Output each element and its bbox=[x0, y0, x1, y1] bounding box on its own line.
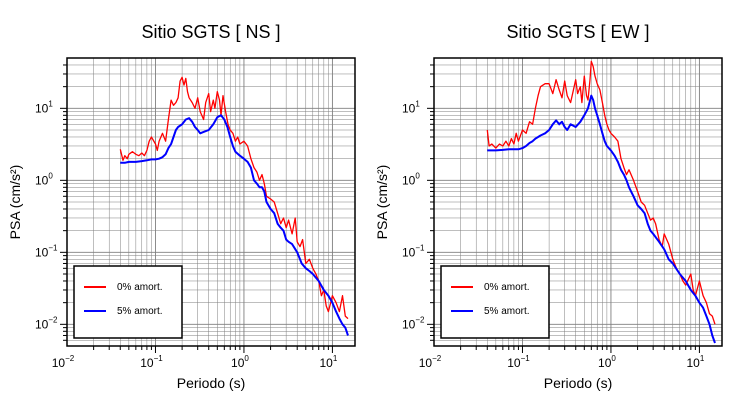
y-tick-exponent: −2 bbox=[48, 315, 58, 324]
legend-label: 5% amort. bbox=[117, 306, 163, 317]
legend-label: 0% amort. bbox=[484, 282, 530, 293]
x-tick-label: 100 bbox=[231, 354, 249, 370]
y-axis-label: PSA (cm/s²) bbox=[374, 165, 390, 240]
chart-panel-ew: Sitio SGTS [ EW ] 10−2 10−1 100 10110−210−1… bbox=[374, 22, 723, 391]
x-tick-label: 101 bbox=[320, 354, 338, 370]
y-tick-exponent: −1 bbox=[415, 243, 425, 252]
x-tick-exponent: −2 bbox=[432, 354, 442, 363]
y-tick-label: 10−2 bbox=[402, 315, 425, 331]
x-tick-label: 101 bbox=[687, 354, 705, 370]
y-tick-exponent: 1 bbox=[415, 99, 420, 108]
x-axis-label: Periodo (s) bbox=[544, 375, 612, 391]
x-tick-exponent: 0 bbox=[611, 354, 616, 363]
x-tick-label: 10−1 bbox=[140, 354, 163, 370]
y-tick-exponent: 0 bbox=[415, 171, 420, 180]
y-tick-label: 100 bbox=[402, 171, 420, 187]
x-axis-label: Periodo (s) bbox=[177, 375, 245, 391]
x-tick-exponent: −1 bbox=[154, 354, 164, 363]
y-tick-label: 101 bbox=[402, 99, 420, 115]
series-line bbox=[120, 114, 349, 336]
legend: 0% amort. 5% amort. bbox=[440, 265, 550, 339]
y-tick-exponent: −2 bbox=[415, 315, 425, 324]
y-tick-exponent: 0 bbox=[48, 171, 53, 180]
x-tick-exponent: −1 bbox=[521, 354, 531, 363]
legend-box bbox=[73, 265, 183, 339]
series-line bbox=[486, 60, 716, 325]
x-tick-exponent: −2 bbox=[65, 354, 75, 363]
plot-frame bbox=[433, 57, 723, 347]
series-group bbox=[119, 76, 349, 336]
y-tick-label: 10−1 bbox=[35, 243, 58, 259]
y-tick-exponent: 1 bbox=[48, 99, 53, 108]
x-tick-exponent: 0 bbox=[244, 354, 249, 363]
y-tick-label: 10−1 bbox=[402, 243, 425, 259]
x-tick-exponent: 1 bbox=[700, 354, 705, 363]
legend: 0% amort. 5% amort. bbox=[73, 265, 183, 339]
x-tick-exponent: 1 bbox=[333, 354, 338, 363]
x-tick-label: 10−2 bbox=[52, 354, 75, 370]
chart-title: Sitio SGTS [ NS ] bbox=[141, 22, 280, 42]
y-tick-label: 100 bbox=[35, 171, 53, 187]
series-line bbox=[487, 94, 716, 344]
legend-label: 5% amort. bbox=[484, 306, 530, 317]
y-tick-exponent: −1 bbox=[48, 243, 58, 252]
legend-label: 0% amort. bbox=[117, 282, 163, 293]
x-tick-label: 10−2 bbox=[419, 354, 442, 370]
x-tick-label: 100 bbox=[598, 354, 616, 370]
series-group bbox=[486, 60, 716, 344]
chart-panel-ns: Sitio SGTS [ NS ] 10−2 10−1 100 10110−210−1… bbox=[7, 22, 356, 391]
y-tick-label: 10−2 bbox=[35, 315, 58, 331]
series-line bbox=[119, 76, 349, 320]
x-tick-label: 10−1 bbox=[507, 354, 530, 370]
chart-title: Sitio SGTS [ EW ] bbox=[506, 22, 649, 42]
legend-box bbox=[440, 265, 550, 339]
y-axis-label: PSA (cm/s²) bbox=[7, 165, 23, 240]
plot-frame bbox=[66, 57, 356, 347]
y-tick-label: 101 bbox=[35, 99, 53, 115]
